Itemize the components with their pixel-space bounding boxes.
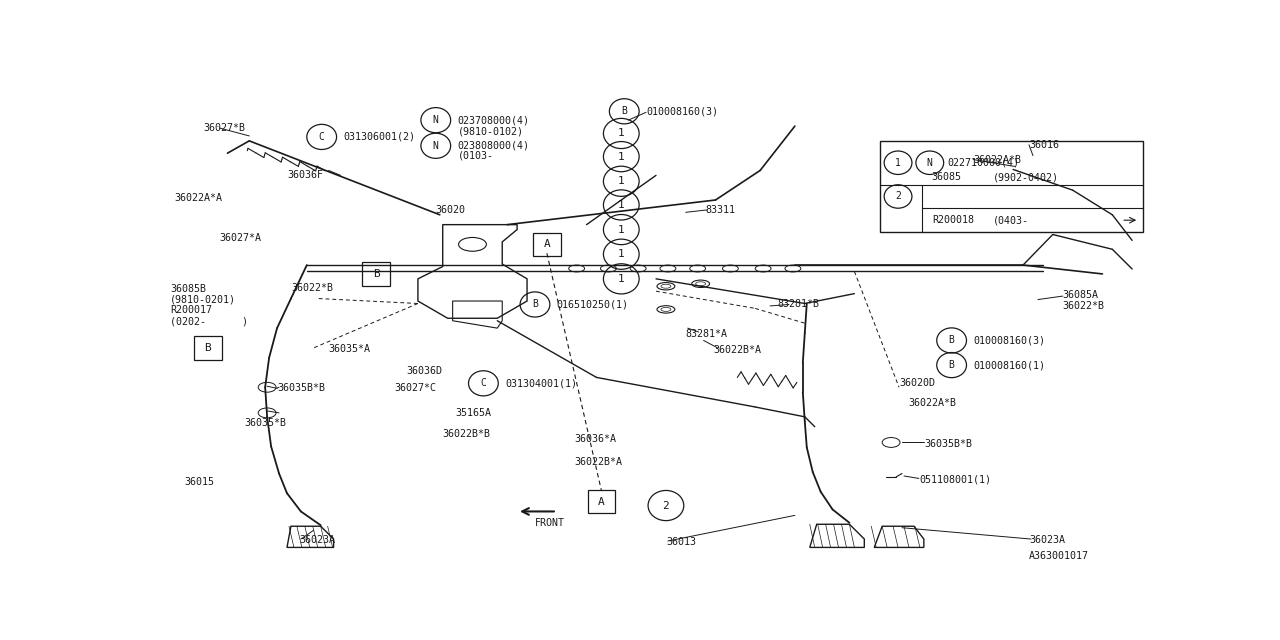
Text: 36085A: 36085A bbox=[1062, 290, 1098, 300]
Text: 1: 1 bbox=[618, 249, 625, 259]
Text: B: B bbox=[532, 300, 538, 310]
Text: 36035B*B: 36035B*B bbox=[924, 439, 972, 449]
Text: (9902-0402): (9902-0402) bbox=[993, 172, 1060, 182]
Text: 35165A: 35165A bbox=[456, 408, 492, 418]
Text: 83281*B: 83281*B bbox=[777, 300, 819, 310]
Text: 36023A: 36023A bbox=[300, 535, 335, 545]
Text: 36085B: 36085B bbox=[170, 284, 206, 294]
Text: 051108001(1): 051108001(1) bbox=[919, 475, 991, 485]
Text: A363001017: A363001017 bbox=[1029, 551, 1089, 561]
Text: 36015: 36015 bbox=[184, 477, 215, 487]
Text: 36085: 36085 bbox=[932, 172, 961, 182]
Text: B: B bbox=[621, 106, 627, 116]
Text: 36022B*A: 36022B*A bbox=[575, 457, 622, 467]
Text: 010008160(3): 010008160(3) bbox=[973, 335, 1046, 346]
Bar bbox=[588, 490, 616, 513]
Text: 36036F: 36036F bbox=[287, 170, 323, 180]
Text: 031304001(1): 031304001(1) bbox=[506, 378, 577, 388]
Text: 36023A: 36023A bbox=[1029, 535, 1065, 545]
Text: 1: 1 bbox=[618, 225, 625, 235]
Text: 36022*B: 36022*B bbox=[291, 283, 333, 292]
Text: 1: 1 bbox=[618, 200, 625, 210]
Text: (0202-      ): (0202- ) bbox=[170, 316, 248, 326]
Text: 031306001(2): 031306001(2) bbox=[343, 132, 416, 142]
Text: B: B bbox=[372, 269, 380, 279]
Text: 36022B*B: 36022B*B bbox=[443, 429, 490, 439]
Text: 2: 2 bbox=[663, 500, 669, 511]
Text: N: N bbox=[433, 115, 439, 125]
Text: 1: 1 bbox=[618, 129, 625, 138]
Text: 022710000(4): 022710000(4) bbox=[947, 157, 1020, 168]
Text: N: N bbox=[927, 157, 933, 168]
Text: 36022B*A: 36022B*A bbox=[713, 345, 762, 355]
Text: FRONT: FRONT bbox=[535, 518, 564, 528]
Bar bbox=[881, 141, 1143, 232]
Text: 36020: 36020 bbox=[435, 205, 466, 215]
Bar bbox=[362, 262, 390, 285]
Text: 010008160(1): 010008160(1) bbox=[973, 360, 1046, 370]
Text: 010008160(3): 010008160(3) bbox=[646, 106, 718, 116]
Text: B: B bbox=[948, 335, 955, 346]
Text: 36035*B: 36035*B bbox=[244, 418, 287, 428]
Text: 36022*B: 36022*B bbox=[1062, 301, 1105, 311]
Text: 83281*A: 83281*A bbox=[686, 329, 728, 339]
Text: A: A bbox=[598, 497, 605, 507]
Text: 1: 1 bbox=[618, 152, 625, 162]
Text: B: B bbox=[205, 343, 211, 353]
Text: 2: 2 bbox=[895, 191, 901, 202]
Text: 36020D: 36020D bbox=[899, 378, 934, 388]
Text: R200018: R200018 bbox=[932, 215, 974, 225]
Bar bbox=[193, 336, 221, 360]
Text: 1: 1 bbox=[618, 274, 625, 284]
Text: 023708000(4): 023708000(4) bbox=[458, 115, 530, 125]
Text: 023808000(4): 023808000(4) bbox=[458, 141, 530, 151]
Text: 36022A*A: 36022A*A bbox=[174, 193, 221, 202]
Text: 36035B*B: 36035B*B bbox=[276, 383, 325, 393]
Text: 36022A*B: 36022A*B bbox=[973, 155, 1021, 164]
Text: 36036D: 36036D bbox=[406, 367, 442, 376]
Text: (9810-0102): (9810-0102) bbox=[458, 126, 524, 136]
Text: R200017: R200017 bbox=[170, 305, 212, 316]
Text: (0403-: (0403- bbox=[993, 215, 1029, 225]
Text: 36022A*B: 36022A*B bbox=[908, 398, 956, 408]
Text: C: C bbox=[319, 132, 325, 142]
Text: 83311: 83311 bbox=[705, 205, 736, 215]
Text: N: N bbox=[433, 141, 439, 151]
Text: 36027*A: 36027*A bbox=[220, 234, 261, 243]
Text: (9810-0201): (9810-0201) bbox=[170, 294, 236, 305]
Text: 36036*A: 36036*A bbox=[575, 434, 617, 444]
Text: 016510250(1): 016510250(1) bbox=[557, 300, 628, 310]
Bar bbox=[532, 232, 561, 256]
Text: A: A bbox=[544, 239, 550, 250]
Text: 36016: 36016 bbox=[1029, 140, 1059, 150]
Text: 36035*A: 36035*A bbox=[329, 344, 371, 354]
Text: 1: 1 bbox=[895, 157, 901, 168]
Text: C: C bbox=[480, 378, 486, 388]
Text: 1: 1 bbox=[618, 176, 625, 186]
Text: 36027*C: 36027*C bbox=[394, 383, 436, 393]
Text: 36013: 36013 bbox=[666, 538, 696, 547]
Text: (0103-: (0103- bbox=[458, 150, 494, 161]
Text: B: B bbox=[948, 360, 955, 370]
Text: 36027*B: 36027*B bbox=[204, 123, 246, 133]
